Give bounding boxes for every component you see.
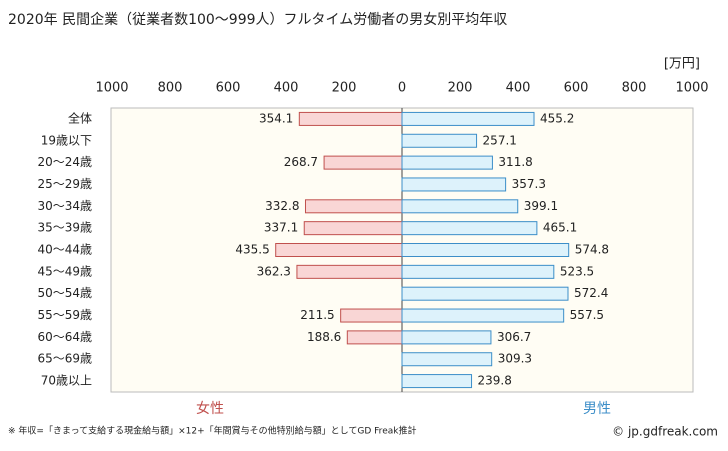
y-tick-label: 65〜69歳 [37, 352, 92, 366]
y-tick-label: 50〜54歳 [37, 286, 92, 300]
bar [303, 221, 403, 236]
value-label: 332.8 [265, 199, 299, 213]
y-tick-label: 60〜64歳 [37, 330, 92, 344]
x-tick-label: 800 [622, 81, 647, 96]
bar [401, 133, 478, 148]
x-tick-label: 200 [448, 81, 473, 96]
value-label: 572.4 [574, 286, 608, 300]
value-label: 337.1 [264, 221, 298, 235]
bar [304, 199, 403, 214]
x-tick-label: 0 [398, 81, 406, 96]
value-label: 523.5 [560, 264, 594, 278]
value-label: 465.1 [543, 221, 577, 235]
value-label: 357.3 [512, 177, 546, 191]
bar [401, 243, 570, 257]
bar [401, 286, 569, 301]
bar [401, 374, 473, 389]
x-tick-label: 400 [506, 81, 531, 96]
value-label: 574.8 [575, 243, 609, 257]
legend-label: 男性 [583, 401, 611, 417]
bar [401, 221, 538, 236]
x-tick-label: 200 [332, 81, 357, 96]
value-label: 362.3 [257, 264, 291, 278]
bar [401, 177, 507, 192]
bar [346, 330, 403, 345]
x-tick-label: 1000 [95, 81, 128, 96]
bar [401, 308, 565, 323]
bar [401, 155, 493, 170]
x-tick-label: 800 [158, 81, 183, 96]
y-tick-label: 25〜29歳 [37, 177, 92, 191]
x-tick-label: 1000 [675, 81, 708, 96]
y-tick-label: 30〜34歳 [37, 199, 92, 213]
y-tick-label: 70歳以上 [41, 374, 92, 388]
value-label: 309.3 [498, 352, 532, 366]
bar [401, 199, 519, 214]
y-tick-label: 20〜24歳 [37, 155, 92, 169]
value-label: 211.5 [300, 308, 334, 322]
value-label: 354.1 [259, 111, 293, 125]
bar [323, 155, 403, 170]
bar [298, 111, 403, 126]
x-tick-label: 600 [216, 81, 241, 96]
value-label: 257.1 [483, 133, 517, 147]
y-tick-label: 35〜39歳 [37, 221, 92, 235]
bar [401, 111, 535, 126]
bar [401, 352, 493, 367]
chart-title: 2020年 民間企業（従業者数100〜999人）フルタイム労働者の男女別平均年収 [8, 11, 507, 28]
value-label: 435.5 [235, 243, 269, 257]
value-label: 557.5 [570, 308, 604, 322]
bar [275, 243, 403, 257]
unit-label: [万円] [664, 57, 700, 72]
footnote: ※ 年収=「きまって支給する現金給与額」×12+「年間賞与その他特別給与額」とし… [8, 425, 416, 437]
x-tick-label: 400 [274, 81, 299, 96]
value-label: 455.2 [540, 111, 574, 125]
bar [401, 330, 492, 345]
value-label: 188.6 [307, 330, 341, 344]
bar [296, 264, 403, 279]
credit: © jp.gdfreak.com [612, 425, 718, 439]
bar [340, 308, 403, 323]
legend-label: 女性 [196, 400, 224, 417]
value-label: 399.1 [524, 199, 558, 213]
bar [401, 264, 555, 279]
value-label: 306.7 [497, 330, 531, 344]
value-label: 268.7 [284, 155, 318, 169]
value-label: 311.8 [498, 155, 532, 169]
y-tick-label: 40〜44歳 [37, 243, 92, 257]
y-tick-label: 55〜59歳 [37, 308, 92, 322]
value-label: 239.8 [478, 374, 512, 388]
y-tick-label: 19歳以下 [41, 133, 92, 147]
y-tick-label: 45〜49歳 [37, 264, 92, 278]
y-tick-label: 全体 [68, 110, 92, 125]
x-tick-label: 600 [564, 81, 589, 96]
